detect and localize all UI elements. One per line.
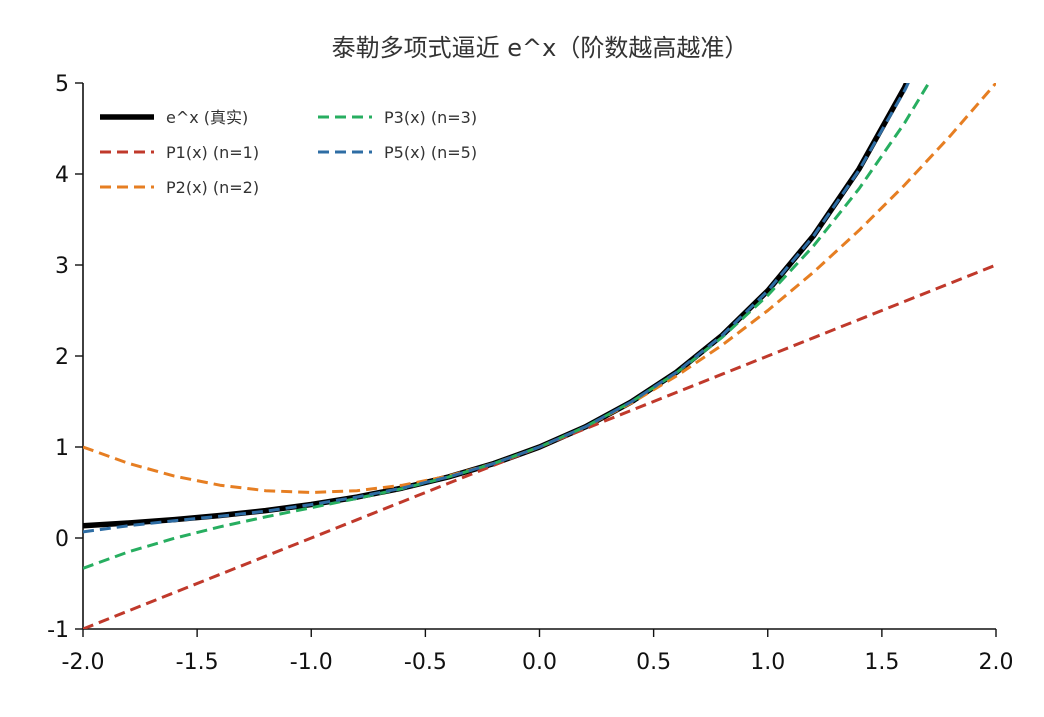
y-tick-label: 1: [55, 436, 69, 461]
legend-item: P1(x) (n=1): [100, 143, 259, 162]
x-tick-label: -2.0: [62, 650, 105, 675]
legend-label: e^x (真实): [166, 108, 248, 127]
x-tick-label: -1.5: [176, 650, 219, 675]
x-tick-label: 1.5: [864, 650, 899, 675]
x-tick-label: 0.5: [636, 650, 671, 675]
x-tick-label: 1.0: [750, 650, 785, 675]
series-line-p5: [83, 83, 910, 534]
y-ticks: -1 0 1 2 3 4 5: [47, 72, 83, 643]
x-tick-label: -1.0: [290, 650, 333, 675]
y-tick-label: 2: [55, 345, 69, 370]
series-line-p3: [83, 83, 931, 570]
y-tick-label: 5: [55, 72, 69, 97]
legend-label: P2(x) (n=2): [166, 178, 259, 197]
series-line-p1: [83, 263, 996, 629]
y-tick-label: 3: [55, 254, 69, 279]
plot-area: [83, 83, 996, 629]
x-tick-label: -0.5: [404, 650, 447, 675]
legend-item: e^x (真实): [100, 108, 248, 127]
legend-label: P1(x) (n=1): [166, 143, 259, 162]
y-tick-label: 0: [55, 527, 69, 552]
x-tick-label: 2.0: [979, 650, 1014, 675]
chart-title: 泰勒多项式逼近 e^x（阶数越高越准）: [332, 34, 749, 62]
legend-item: P3(x) (n=3): [318, 108, 477, 127]
legend: e^x (真实) P1(x) (n=1) P2(x) (n=2) P3(x) (n=3…: [100, 108, 477, 197]
legend-label: P5(x) (n=5): [384, 143, 477, 162]
axes: -2.0 -1.5 -1.0 -0.5 0.0 0.5 1.0 1.5 2.0 -1 0 1 2 3 4 5: [47, 72, 1013, 675]
y-tick-label: 4: [55, 163, 69, 188]
x-tick-label: 0.0: [522, 650, 557, 675]
legend-label: P3(x) (n=3): [384, 108, 477, 127]
legend-item: P2(x) (n=2): [100, 178, 259, 197]
y-tick-label: -1: [47, 618, 69, 643]
legend-item: P5(x) (n=5): [318, 143, 477, 162]
x-ticks: -2.0 -1.5 -1.0 -0.5 0.0 0.5 1.0 1.5 2.0: [62, 629, 1014, 675]
